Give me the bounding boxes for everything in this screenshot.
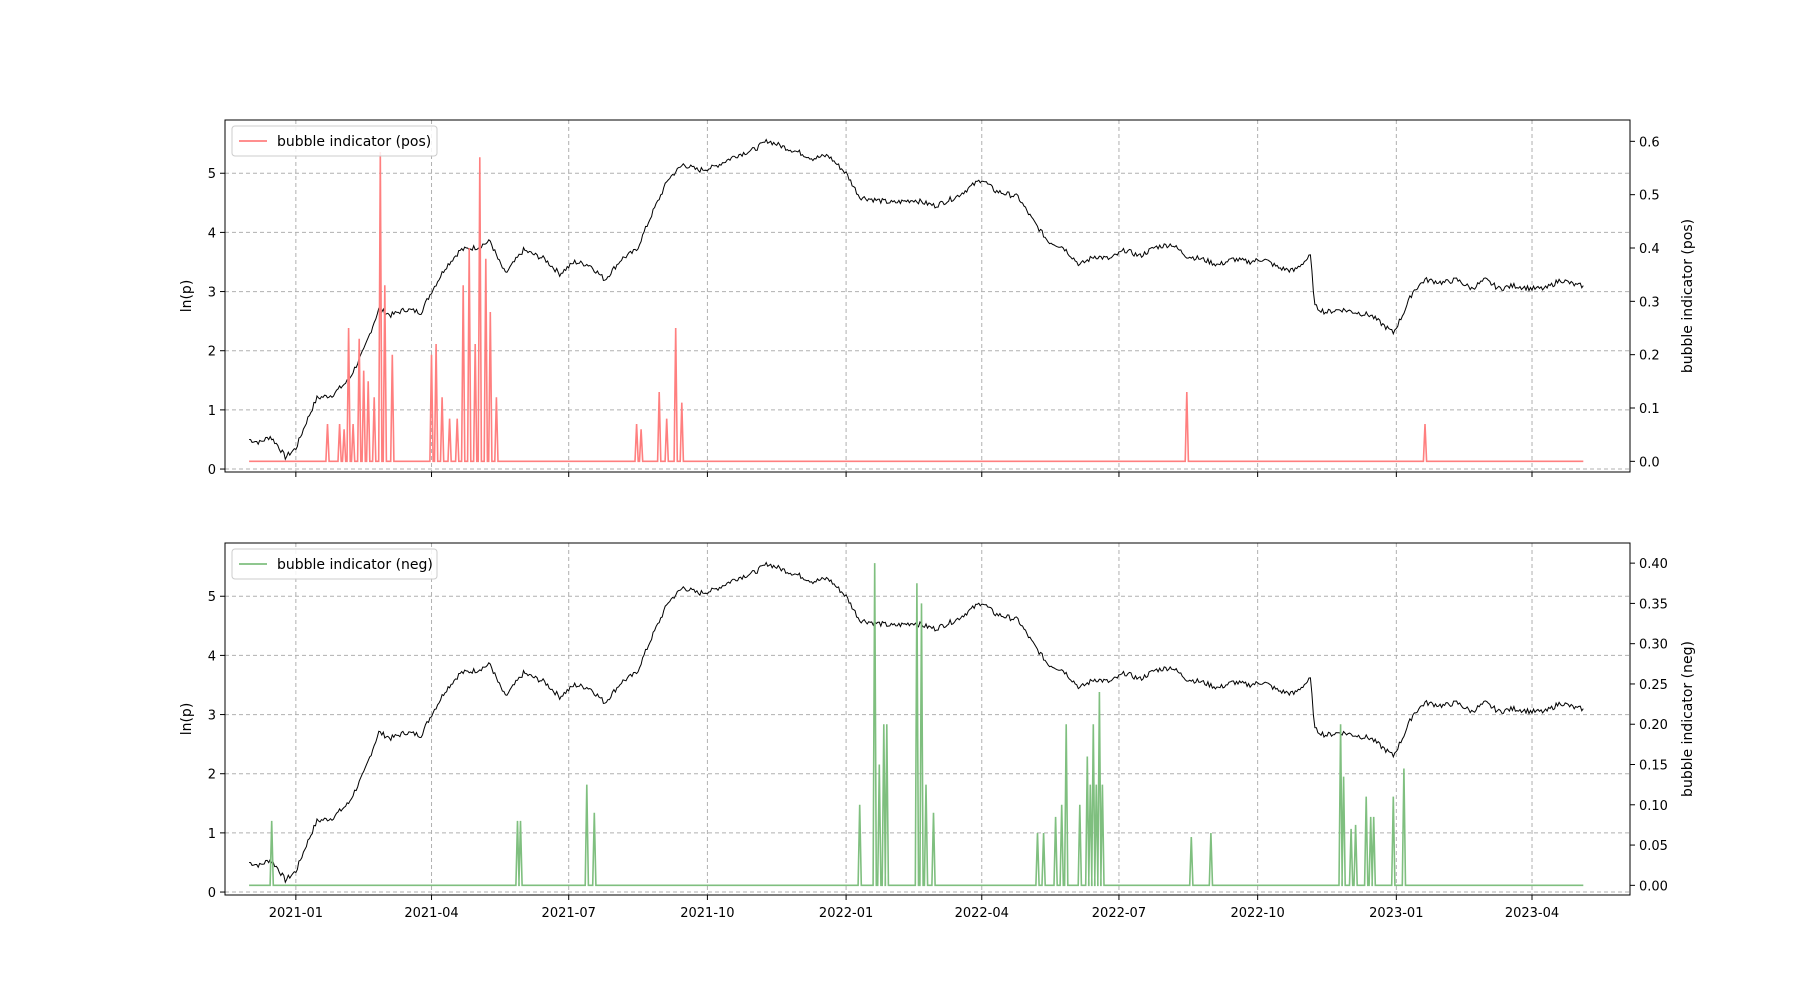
y-left-tick-label: 5 <box>208 590 216 605</box>
legend: bubble indicator (neg) <box>232 549 437 579</box>
y-right-tick-label: 0.6 <box>1639 135 1660 150</box>
x-tick-label: 2023-01 <box>1369 906 1423 921</box>
x-tick-label: 2022-04 <box>955 906 1009 921</box>
y-left-tick-label: 0 <box>208 886 216 901</box>
y-right-tick-label: 0.00 <box>1639 879 1668 894</box>
y-left-axis-label: ln(p) <box>179 280 195 313</box>
y-right-tick-label: 0.0 <box>1639 455 1660 470</box>
y-left-tick-label: 1 <box>208 404 216 419</box>
y-left-axis-label: ln(p) <box>179 703 195 736</box>
y-right-tick-label: 0.30 <box>1639 638 1668 653</box>
y-left-tick-label: 1 <box>208 827 216 842</box>
y-right-tick-label: 0.10 <box>1639 799 1668 814</box>
chart-panel-top: 0 1 2 3 4 5 0.0 0.1 0.2 0.3 0.4 0.5 0.6 ln(p) bubble i… <box>179 120 1696 478</box>
indicator-line <box>249 563 1583 885</box>
x-tick-label: 2021-07 <box>542 906 596 921</box>
y-right-tick-label: 0.20 <box>1639 718 1668 733</box>
y-right-tick-label: 0.35 <box>1639 597 1668 612</box>
y-right-tick-label: 0.15 <box>1639 759 1668 774</box>
y-right-tick-label: 0.4 <box>1639 242 1660 257</box>
y-right-tick-label: 0.40 <box>1639 557 1668 572</box>
y-right-tick-label: 0.5 <box>1639 189 1660 204</box>
y-left-tick-label: 4 <box>208 226 216 241</box>
x-tick-label: 2021-01 <box>269 906 323 921</box>
y-right-tick-label: 0.1 <box>1639 402 1660 417</box>
y-left-tick-label: 4 <box>208 649 216 664</box>
y-left-tick-label: 3 <box>208 709 216 724</box>
price-line <box>249 140 1583 460</box>
legend-label: bubble indicator (pos) <box>277 134 431 150</box>
y-left-tick-label: 0 <box>208 463 216 478</box>
y-left-tick-label: 2 <box>208 345 216 360</box>
y-right-axis-label: bubble indicator (pos) <box>1680 219 1696 373</box>
y-right-tick-label: 0.3 <box>1639 295 1660 310</box>
x-tick-label: 2022-10 <box>1230 906 1284 921</box>
y-right-tick-label: 0.2 <box>1639 349 1660 364</box>
x-tick-label: 2022-01 <box>819 906 873 921</box>
y-left-tick-label: 3 <box>208 286 216 301</box>
chart-panel-bottom: 2021-01 2021-04 2021-07 2021-10 2022-01 2022-… <box>179 543 1696 921</box>
indicator-line <box>249 152 1583 461</box>
legend: bubble indicator (pos) <box>232 126 437 156</box>
y-right-axis-label: bubble indicator (neg) <box>1680 641 1696 797</box>
legend-label: bubble indicator (neg) <box>277 557 433 573</box>
y-right-tick-label: 0.25 <box>1639 678 1668 693</box>
x-tick-label: 2023-04 <box>1505 906 1559 921</box>
x-tick-label: 2021-04 <box>404 906 458 921</box>
y-left-tick-label: 2 <box>208 768 216 783</box>
y-left-tick-label: 5 <box>208 167 216 182</box>
x-tick-label: 2021-10 <box>680 906 734 921</box>
y-right-tick-label: 0.05 <box>1639 839 1668 854</box>
x-tick-label: 2022-07 <box>1092 906 1146 921</box>
